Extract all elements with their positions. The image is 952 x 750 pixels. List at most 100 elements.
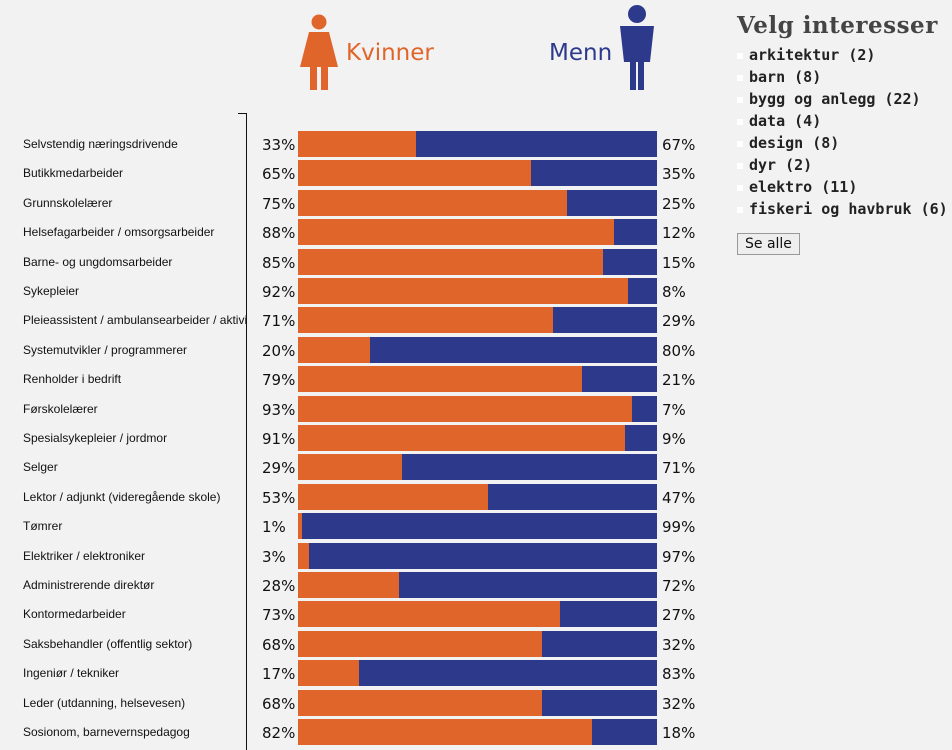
men-percent-label: 15% bbox=[662, 253, 696, 272]
category-label: Spesialsykepleier / jordmor bbox=[23, 431, 168, 445]
category-label: Grunnskolelærer bbox=[23, 195, 113, 210]
women-percent-label: 82% bbox=[262, 724, 296, 742]
men-bar bbox=[308, 542, 657, 569]
men-bar bbox=[402, 454, 657, 481]
women-percent-label: 1% bbox=[262, 518, 286, 537]
category-label: Førskolelærer bbox=[23, 401, 98, 416]
women-percent-label: 33% bbox=[262, 136, 296, 154]
men-percent-label: 9% bbox=[662, 430, 686, 448]
category-label: Leder (utdanning, helsevesen) bbox=[23, 695, 186, 710]
interest-item[interactable]: bygg og anlegg (22) bbox=[737, 90, 921, 108]
interest-item[interactable]: design (8) bbox=[737, 134, 839, 152]
women-percent-label: 71% bbox=[262, 312, 296, 331]
category-label: Lektor / adjunkt (videregående skole) bbox=[23, 489, 221, 504]
women-bar bbox=[298, 189, 568, 216]
category-label: Systemutvikler / programmerer bbox=[23, 342, 188, 357]
interest-item[interactable]: dyr (2) bbox=[737, 156, 812, 174]
category-label: Elektriker / elektroniker bbox=[23, 548, 146, 563]
men-percent-label: 97% bbox=[662, 547, 696, 566]
interest-item-label: dyr (2) bbox=[749, 156, 813, 174]
women-percent-label: 29% bbox=[262, 459, 296, 478]
women-percent-label: 53% bbox=[262, 488, 296, 507]
men-percent-label: 35% bbox=[662, 165, 696, 184]
men-percent-label: 8% bbox=[662, 283, 686, 301]
see-all-button[interactable]: Se alle bbox=[737, 233, 800, 255]
women-bar bbox=[298, 454, 403, 481]
women-percent-label: 73% bbox=[262, 606, 296, 625]
interest-item[interactable]: barn (8) bbox=[737, 68, 821, 86]
bullet-icon bbox=[737, 52, 743, 59]
women-percent-label: 65% bbox=[262, 165, 296, 184]
men-percent-label: 21% bbox=[662, 371, 696, 390]
category-label: Selvstendig næringsdrivende bbox=[23, 137, 178, 151]
women-bar bbox=[298, 336, 370, 363]
women-bar bbox=[298, 366, 582, 393]
women-percent-label: 91% bbox=[262, 430, 296, 448]
interest-item[interactable]: data (4) bbox=[737, 112, 821, 130]
women-percent-label: 85% bbox=[262, 253, 296, 272]
bullet-icon bbox=[737, 96, 743, 103]
category-label: Pleieassistent / ambulansearbeider / akt… bbox=[23, 313, 247, 328]
women-bar bbox=[298, 395, 632, 422]
category-label: Kontormedarbeider bbox=[23, 607, 126, 622]
bullet-icon bbox=[737, 74, 743, 81]
interest-item[interactable]: arkitektur (2) bbox=[737, 46, 875, 64]
interest-item-label: barn (8) bbox=[749, 68, 822, 86]
interest-item-label: elektro (11) bbox=[749, 178, 858, 196]
women-bar bbox=[298, 278, 629, 304]
interest-item[interactable]: fiskeri og havbruk (6) bbox=[737, 200, 948, 218]
women-bar bbox=[298, 630, 543, 657]
category-label: Selger bbox=[23, 460, 58, 475]
bullet-icon bbox=[737, 140, 743, 147]
men-bar bbox=[359, 660, 657, 687]
men-bar bbox=[398, 572, 657, 598]
chart-axis-tick bbox=[238, 113, 247, 114]
category-label: Helsefagarbeider / omsorgsarbeider bbox=[23, 225, 215, 240]
men-bar bbox=[560, 601, 657, 628]
men-bar bbox=[613, 219, 657, 246]
women-bar bbox=[298, 719, 593, 745]
men-percent-label: 32% bbox=[662, 635, 696, 654]
women-percent-label: 28% bbox=[262, 577, 296, 595]
category-label: Tømrer bbox=[23, 519, 63, 534]
women-bar bbox=[298, 307, 553, 334]
bullet-icon bbox=[737, 118, 743, 125]
women-bar bbox=[298, 160, 532, 187]
woman-icon bbox=[300, 14, 338, 90]
category-label: Sykepleier bbox=[23, 284, 80, 298]
men-bar bbox=[301, 513, 657, 540]
men-percent-label: 47% bbox=[662, 488, 696, 507]
men-bar bbox=[369, 336, 657, 363]
women-bar bbox=[298, 513, 302, 540]
women-bar bbox=[298, 425, 625, 451]
women-bar bbox=[298, 689, 543, 716]
women-percent-label: 3% bbox=[262, 547, 286, 566]
interest-item[interactable]: elektro (11) bbox=[737, 178, 857, 196]
men-percent-label: 29% bbox=[662, 312, 696, 331]
men-bar bbox=[552, 307, 657, 334]
men-percent-label: 71% bbox=[662, 459, 696, 478]
men-percent-label: 12% bbox=[662, 224, 696, 243]
interest-item-label: design (8) bbox=[749, 134, 840, 152]
category-label: Barne- og ungdomsarbeider bbox=[23, 254, 173, 269]
women-percent-label: 20% bbox=[262, 341, 296, 360]
women-percent-label: 79% bbox=[262, 371, 296, 390]
women-bar bbox=[298, 572, 399, 598]
women-bar bbox=[298, 601, 561, 628]
interest-item-label: arkitektur (2) bbox=[749, 46, 876, 64]
women-bar bbox=[298, 660, 360, 687]
men-percent-label: 80% bbox=[662, 341, 696, 360]
women-bar bbox=[298, 542, 309, 569]
men-bar bbox=[567, 189, 657, 216]
legend-men-label: Menn bbox=[549, 40, 613, 66]
men-bar bbox=[531, 160, 657, 187]
men-bar bbox=[488, 483, 657, 510]
men-percent-label: 7% bbox=[662, 400, 686, 419]
interest-item-label: fiskeri og havbruk (6) bbox=[749, 200, 948, 218]
men-percent-label: 83% bbox=[662, 665, 696, 684]
men-bar bbox=[624, 425, 657, 451]
category-label: Administrerende direktør bbox=[23, 578, 155, 592]
men-bar bbox=[628, 278, 657, 304]
category-label: Renholder i bedrift bbox=[23, 372, 122, 387]
chart-axis-line bbox=[246, 113, 247, 750]
